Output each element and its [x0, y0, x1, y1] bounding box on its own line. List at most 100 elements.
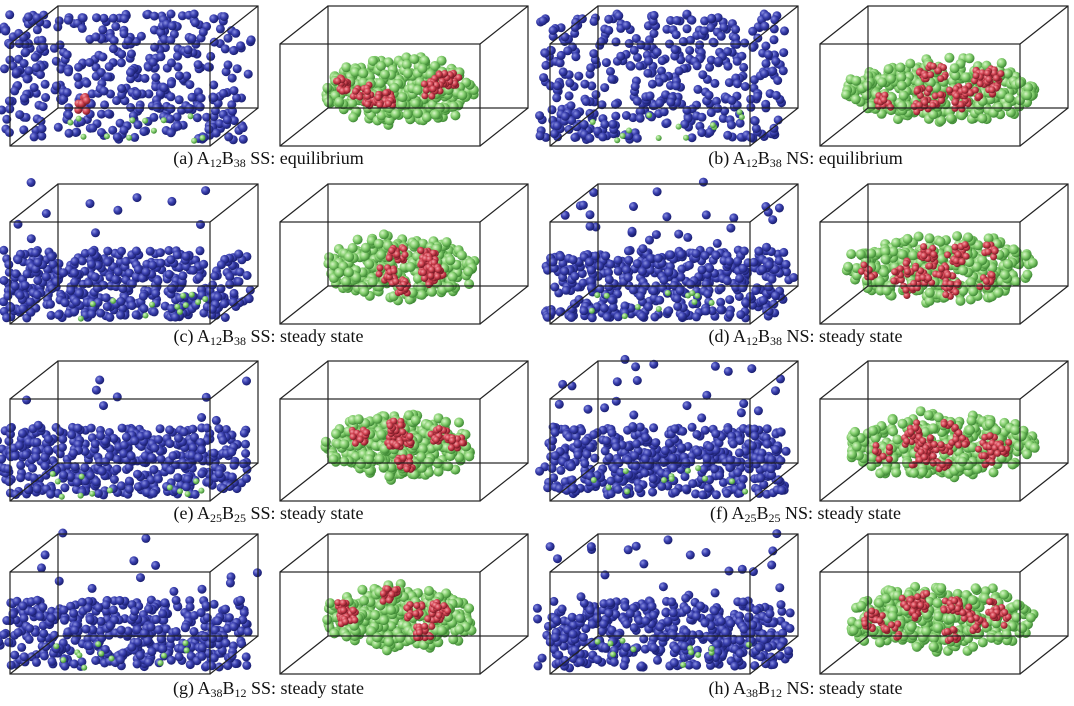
green-particle — [191, 138, 197, 144]
blue-particle — [93, 284, 102, 293]
blue-particle — [117, 481, 126, 490]
blue-particle — [701, 251, 710, 260]
blue-particle — [27, 178, 36, 187]
blue-particle — [209, 93, 218, 102]
blue-particle — [46, 300, 55, 309]
green-particle — [174, 304, 180, 310]
blue-particle — [99, 401, 108, 410]
blue-particle — [692, 312, 701, 321]
blue-particle — [166, 36, 175, 45]
box-edge — [480, 108, 528, 146]
green-particle — [1022, 90, 1032, 100]
blue-particle — [183, 475, 192, 484]
blue-particle — [683, 24, 692, 33]
blue-particle — [556, 252, 565, 261]
blue-particle — [682, 484, 691, 493]
red-particle — [890, 277, 897, 284]
green-particle — [925, 288, 935, 298]
green-particle — [374, 239, 384, 249]
box-edge — [280, 361, 328, 399]
green-particle — [737, 109, 743, 115]
green-particle — [457, 250, 467, 260]
blue-particle — [604, 15, 613, 24]
blue-particle — [557, 51, 566, 60]
blue-particle — [110, 475, 119, 484]
blue-particle — [167, 10, 176, 19]
green-particle — [925, 233, 935, 243]
blue-particle — [574, 72, 583, 81]
red-particle — [944, 251, 951, 258]
blue-particle — [223, 115, 232, 124]
blue-particle — [595, 262, 604, 271]
blue-particle — [612, 37, 621, 46]
green-particle — [851, 94, 861, 104]
blue-particle — [21, 48, 30, 57]
blue-particle — [109, 44, 118, 53]
blue-particle — [782, 260, 791, 269]
blue-particle — [664, 306, 673, 315]
blue-particle — [0, 106, 6, 115]
blue-particle — [607, 75, 616, 84]
blue-particle — [126, 68, 135, 77]
blue-particle — [686, 280, 695, 289]
blue-particle — [59, 268, 68, 277]
green-particle — [424, 457, 434, 467]
green-particle — [444, 282, 454, 292]
blue-particle — [113, 133, 122, 142]
blue-particle — [606, 67, 615, 76]
simulation-panel — [535, 355, 798, 501]
blue-particle — [73, 424, 82, 433]
red-particle — [927, 71, 934, 78]
blue-particle — [182, 252, 191, 261]
box-edge — [820, 286, 868, 324]
blue-particle — [154, 475, 163, 484]
green-particle — [965, 53, 975, 63]
green-particle — [344, 252, 354, 262]
blue-particle — [30, 83, 39, 92]
red-particle — [975, 93, 982, 100]
blue-particle — [536, 131, 545, 140]
blue-particle — [196, 220, 205, 229]
simulation-panel — [0, 178, 258, 324]
green-particle — [1022, 270, 1032, 280]
green-particle — [142, 118, 148, 124]
blue-particle — [234, 250, 243, 259]
blue-particle — [31, 248, 40, 257]
red-particle — [880, 97, 887, 104]
green-particle — [897, 101, 907, 111]
red-particle — [425, 281, 432, 288]
blue-particle — [111, 275, 120, 284]
blue-particle — [600, 83, 609, 92]
blue-particle — [63, 88, 72, 97]
blue-particle — [579, 201, 588, 210]
blue-particle — [549, 26, 558, 35]
green-particle — [856, 249, 866, 259]
blue-particle — [30, 132, 39, 141]
blue-particle — [702, 306, 711, 315]
red-particle — [448, 444, 455, 451]
blue-particle — [33, 438, 42, 447]
red-particle — [387, 422, 394, 429]
blue-particle — [673, 294, 682, 303]
blue-particle — [658, 56, 667, 65]
blue-particle — [87, 248, 96, 257]
green-particle — [1028, 258, 1038, 268]
blue-particle — [738, 283, 747, 292]
blue-particle — [116, 297, 125, 306]
blue-particle — [92, 477, 101, 486]
blue-particle — [644, 57, 653, 66]
blue-particle — [611, 112, 620, 121]
box-edge — [480, 361, 528, 399]
blue-particle — [693, 85, 702, 94]
blue-particle — [642, 260, 651, 269]
blue-particle — [16, 473, 25, 482]
green-particle — [656, 306, 662, 312]
blue-particle — [69, 449, 78, 458]
green-particle — [463, 267, 473, 277]
blue-particle — [244, 70, 253, 79]
blue-particle — [553, 121, 562, 130]
box-edge — [480, 184, 528, 222]
blue-particle — [91, 440, 100, 449]
blue-particle — [589, 430, 598, 439]
green-particle — [1004, 93, 1014, 103]
